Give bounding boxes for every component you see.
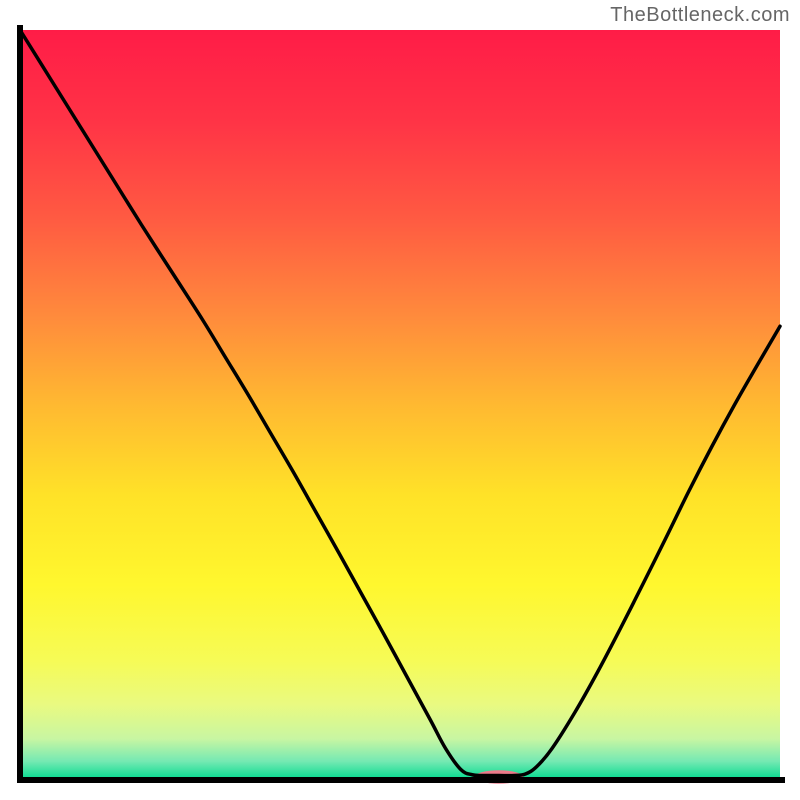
watermark-text: TheBottleneck.com [610,4,790,27]
plot-svg [0,0,800,800]
bottleneck-chart: TheBottleneck.com [0,0,800,800]
